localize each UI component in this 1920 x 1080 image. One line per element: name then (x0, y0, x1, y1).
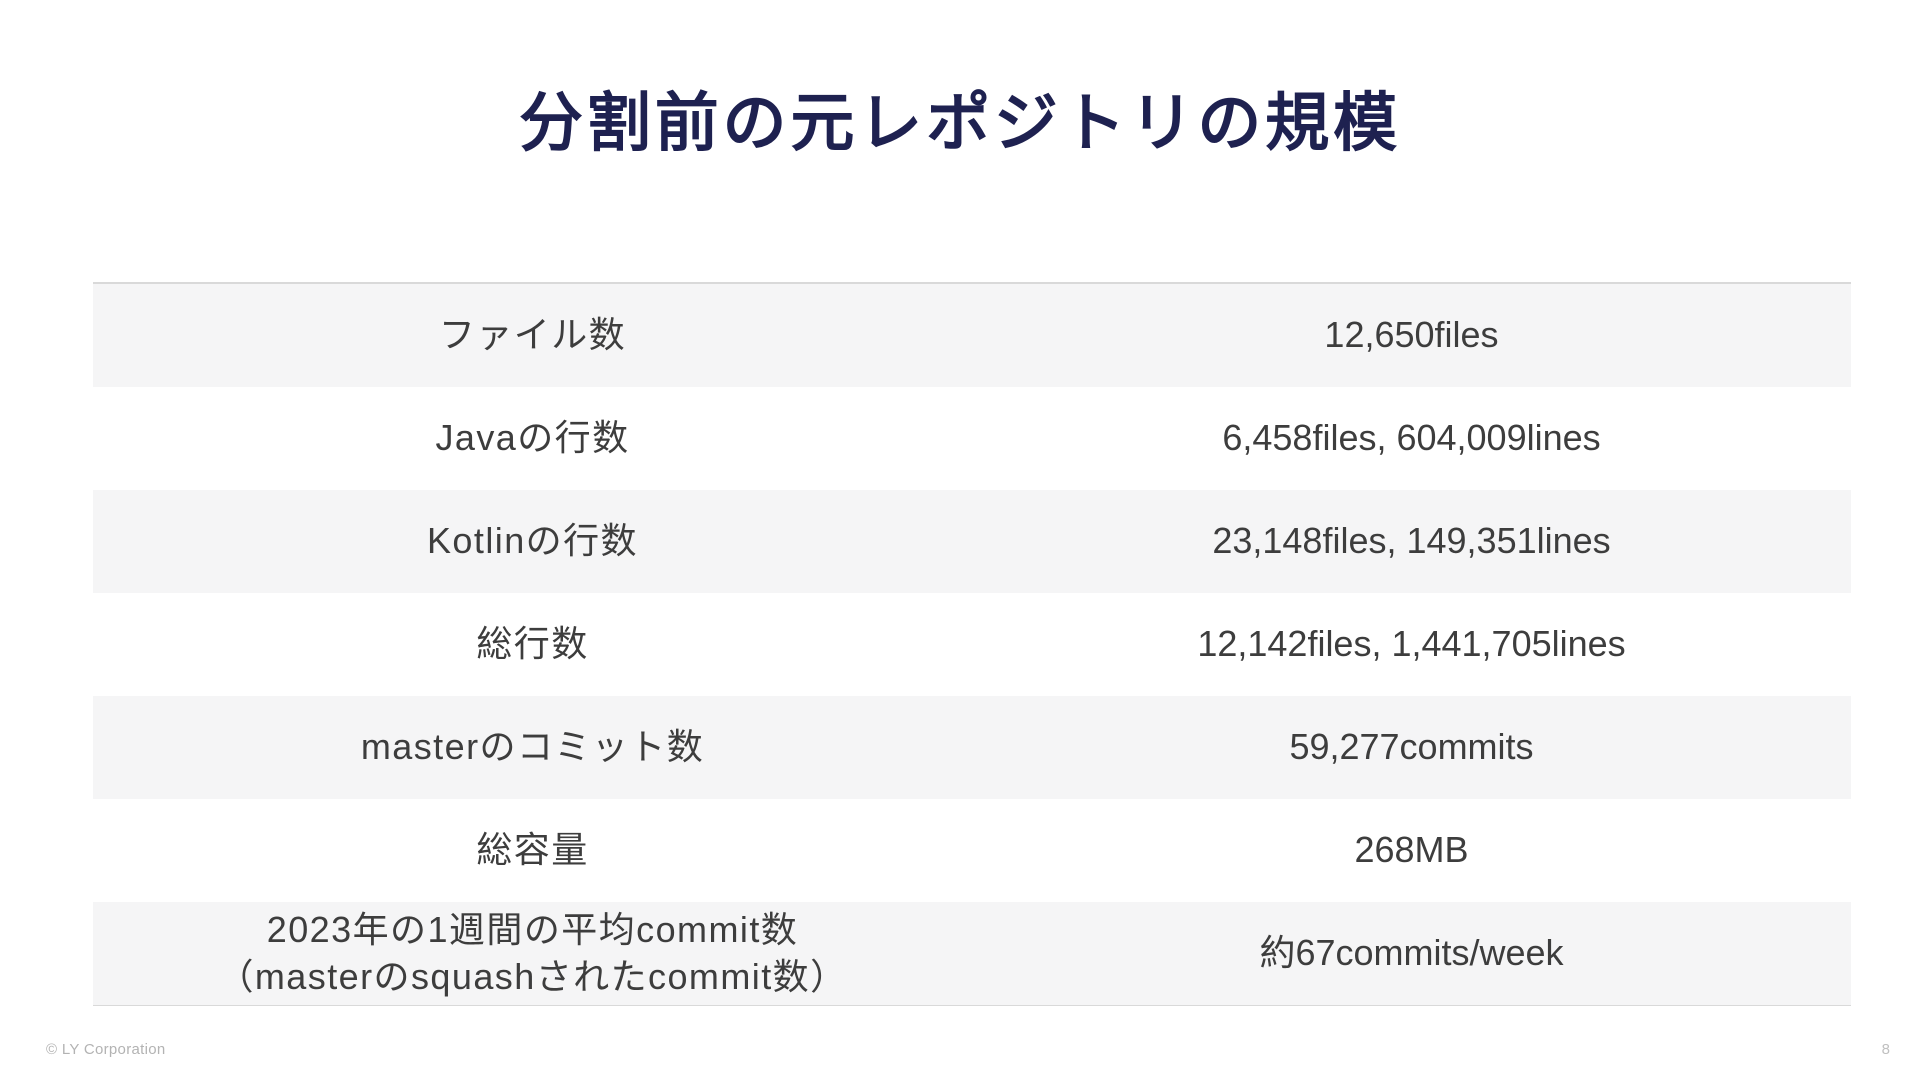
row-value: 約67commits/week (1259, 932, 1564, 974)
table-row: Javaの行数 6,458files, 604,009lines (93, 387, 1851, 490)
table-row: 2023年の1週間の平均commit数 （masterのsquashされたcom… (93, 902, 1851, 1005)
repo-stats-table: ファイル数 12,650files Javaの行数 6,458files, 60… (93, 282, 1851, 1006)
row-label: 総行数 (476, 623, 589, 665)
row-value: 59,277commits (1289, 726, 1534, 768)
row-label: 2023年の1週間の平均commit数 （masterのsquashされたcom… (217, 908, 848, 997)
table-row: ファイル数 12,650files (93, 284, 1851, 387)
page-title: 分割前の元レポジトリの規模 (519, 87, 1401, 159)
row-value: 23,148files, 149,351lines (1212, 520, 1611, 562)
row-label: Kotlinの行数 (426, 520, 638, 562)
copyright-text: © LY Corporation (46, 1041, 166, 1058)
table-row: 総容量 268MB (93, 799, 1851, 902)
row-label: masterのコミット数 (360, 726, 705, 768)
row-value: 12,650files (1324, 314, 1499, 356)
row-label: Javaの行数 (435, 417, 630, 459)
row-label: ファイル数 (438, 314, 627, 356)
page-number: 8 (1881, 1041, 1890, 1058)
table-row: masterのコミット数 59,277commits (93, 696, 1851, 799)
table-row: Kotlinの行数 23,148files, 149,351lines (93, 490, 1851, 593)
row-value: 268MB (1354, 829, 1469, 871)
row-value: 6,458files, 604,009lines (1222, 417, 1601, 459)
slide-footer: © LY Corporation 8 (0, 1041, 1920, 1058)
row-label: 総容量 (476, 829, 589, 871)
table-row: 総行数 12,142files, 1,441,705lines (93, 593, 1851, 696)
row-value: 12,142files, 1,441,705lines (1197, 623, 1626, 665)
